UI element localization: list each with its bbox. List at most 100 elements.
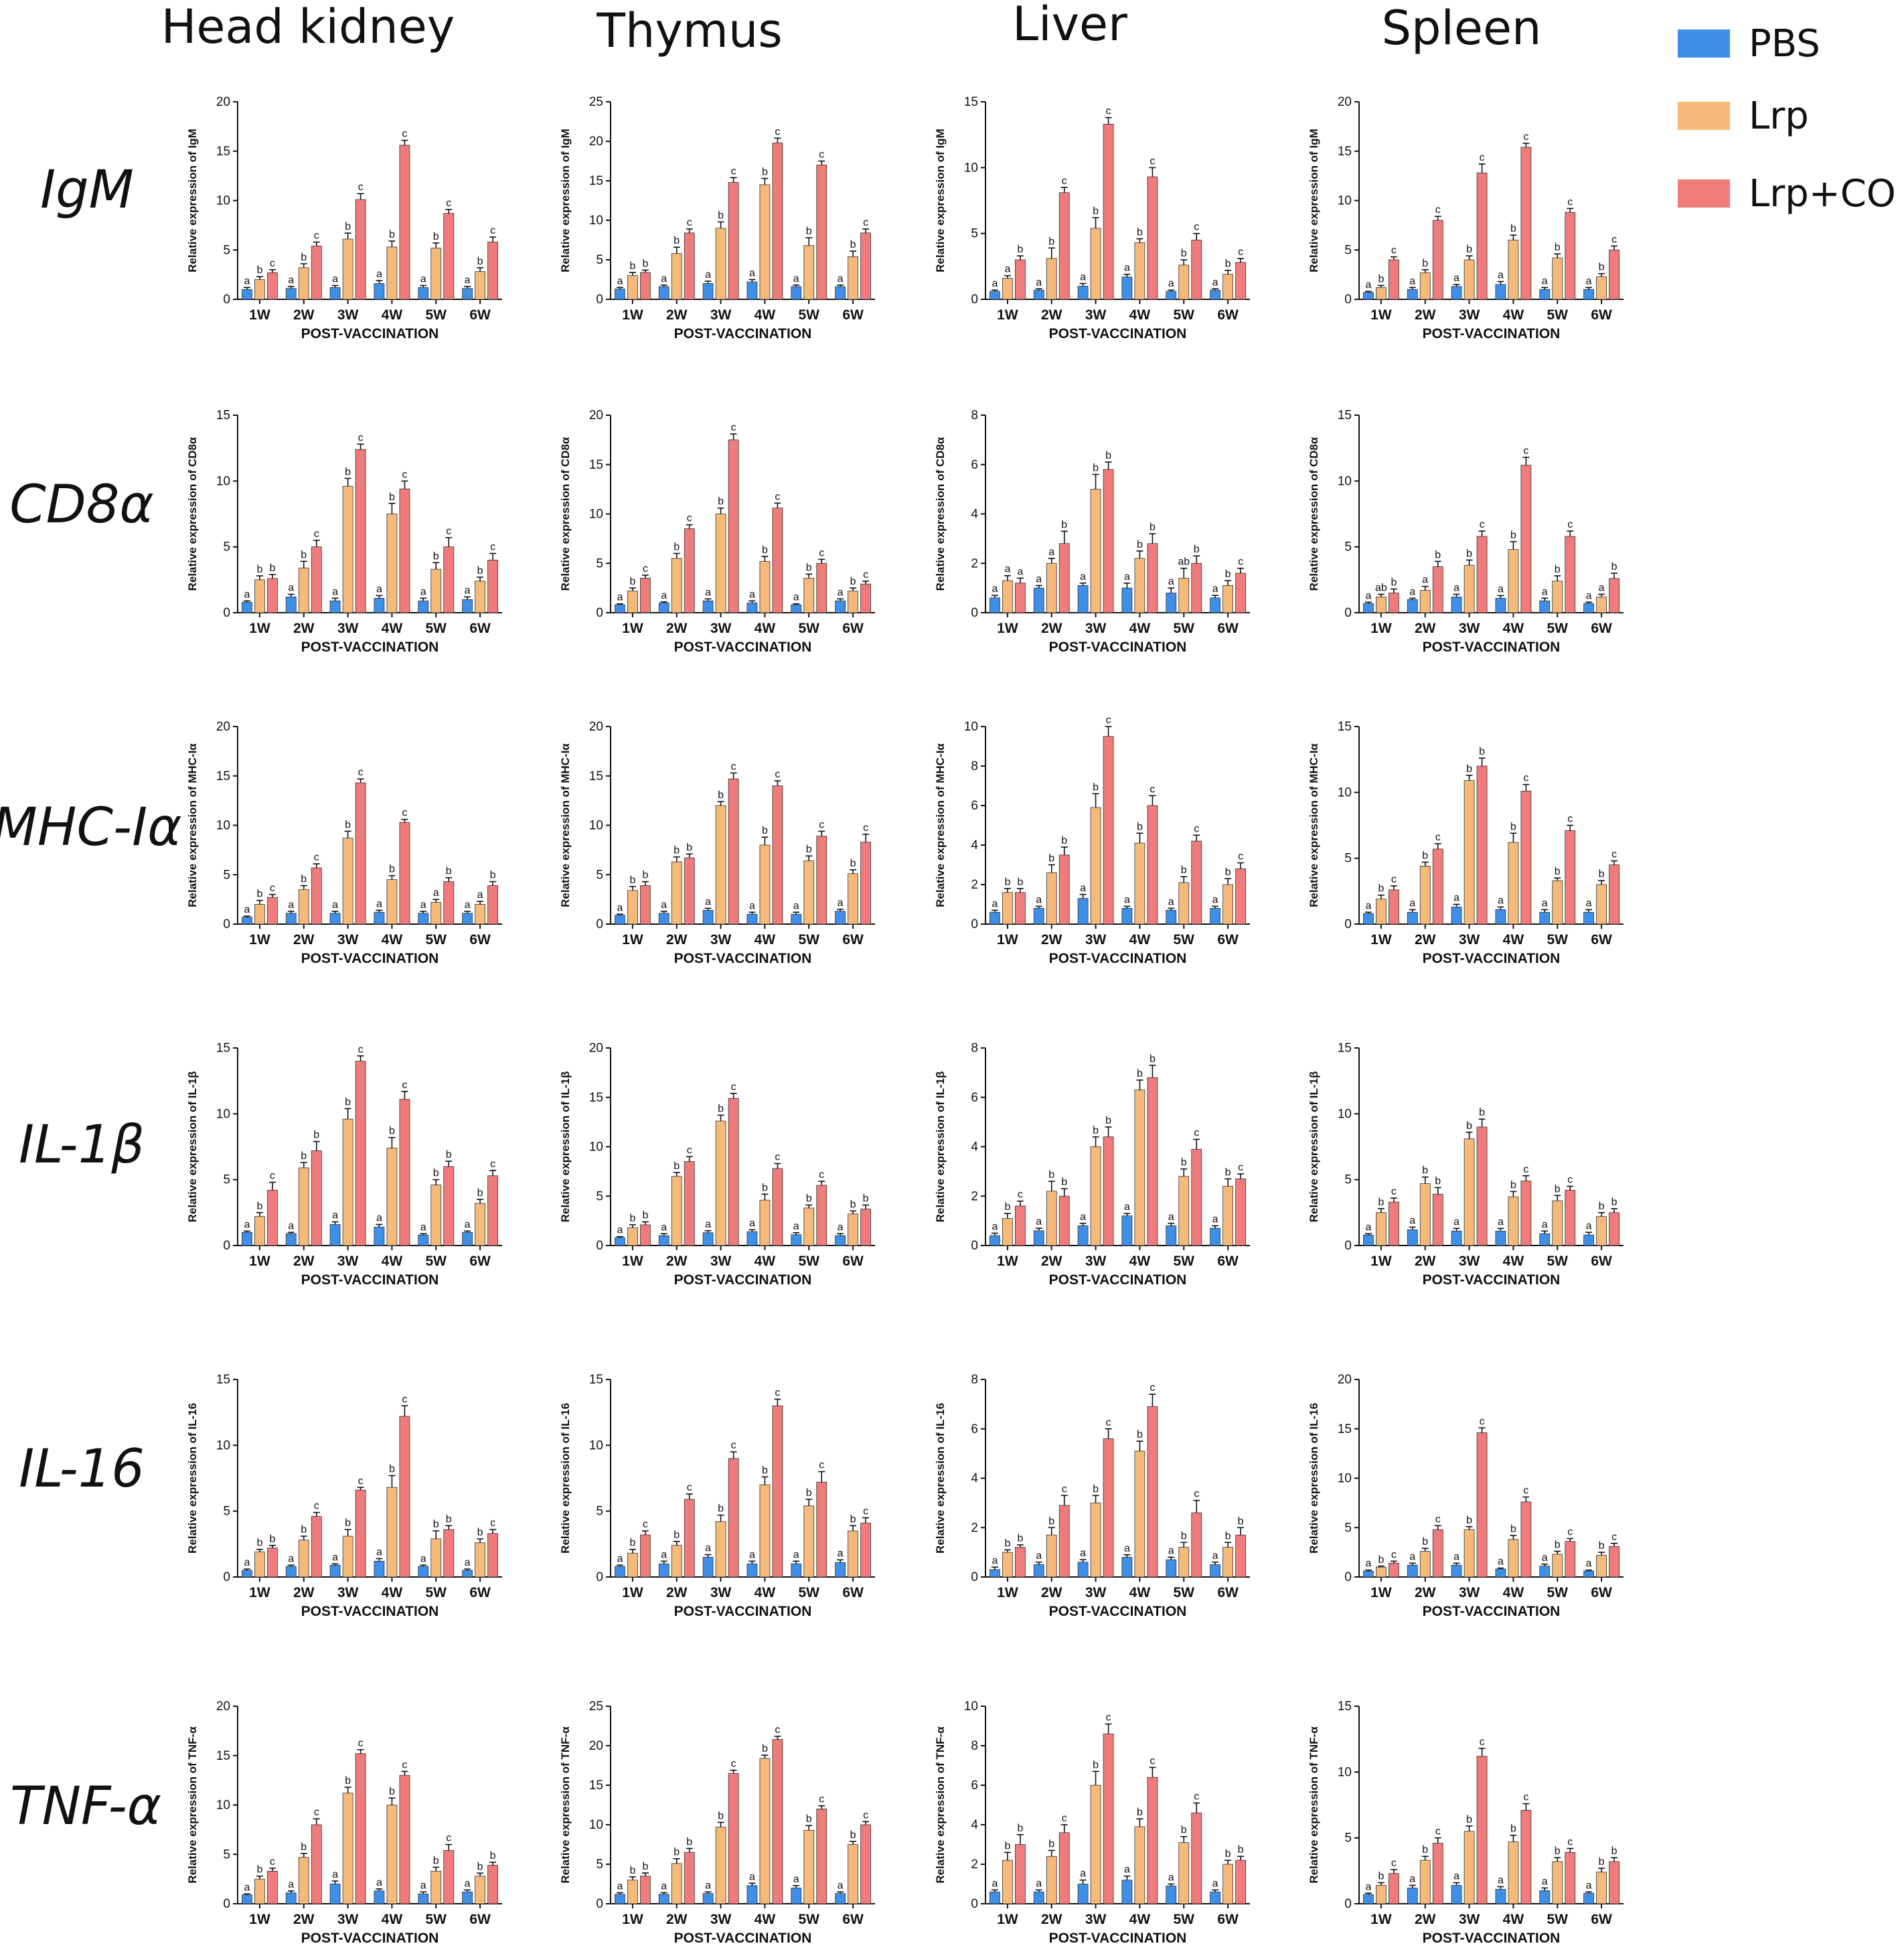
chart-tnf-head-kidney-bar-lrp-cos-2w — [311, 1824, 322, 1904]
chart-mhc-i-head-kidney-sig-label: b — [389, 864, 395, 875]
chart-mhc-i-thymus-sig-label: a — [793, 900, 799, 911]
chart-il-16-head-kidney-sig-label: c — [358, 1475, 364, 1487]
chart-mhc-i-thymus-sig-label: a — [705, 896, 711, 907]
legend-label-pbs: PBS — [1749, 22, 1820, 66]
chart-cd8-liver-sig-label: a — [1168, 576, 1174, 587]
chart-cd8-spleen-sig-label: c — [1480, 519, 1485, 530]
chart-tnf-liver-sig-label: b — [1093, 1759, 1099, 1770]
chart-tnf-spleen-sig-label: b — [1611, 1845, 1617, 1857]
chart-mhc-i-thymus-bar-pbs-5w — [791, 913, 802, 925]
chart-tnf-thymus-xlabel: POST-VACCINATION — [674, 1931, 812, 1946]
chart-il-16-spleen-bar-lrp-1w — [1376, 1566, 1387, 1578]
chart-cd8-head-kidney-bar-lrp-cos-3w — [355, 449, 366, 613]
chart-il-1-spleen-category-label: 3W — [1459, 1254, 1480, 1269]
chart-igm-thymus-sig-label: c — [819, 149, 824, 161]
chart-il-1-spleen-xlabel: POST-VACCINATION — [1423, 1272, 1561, 1288]
chart-tnf-liver-sig-label: c — [1106, 1712, 1111, 1724]
chart-igm-head-kidney-bar-lrp-4w — [386, 246, 398, 300]
chart-il-1-spleen-ytick-label: 5 — [1344, 1173, 1352, 1187]
chart-igm-liver-sig-label: a — [1080, 271, 1086, 283]
chart-il-16-spleen-sig-label: c — [1391, 1549, 1397, 1560]
chart-igm-liver-category-label: 2W — [1041, 307, 1062, 323]
chart-il-1-liver-category-label: 2W — [1041, 1254, 1062, 1269]
chart-cd8-liver-bar-lrp-1w — [1002, 580, 1013, 613]
chart-tnf-head-kidney-sig-label: c — [270, 1856, 275, 1868]
chart-tnf-head-kidney-xlabel: POST-VACCINATION — [301, 1931, 439, 1946]
chart-tnf-liver-bar-lrp-5w — [1178, 1842, 1190, 1904]
chart-cd8-thymus-ylabel: Relative expression of CD8α — [559, 437, 572, 591]
chart-cd8-liver-bar-lrp-cos-2w — [1058, 543, 1070, 613]
chart-il-1-liver-bar-pbs-5w — [1166, 1225, 1177, 1246]
chart-il-1-spleen-sig-label: a — [1498, 1216, 1504, 1227]
chart-il-16-spleen-sig-label: b — [1510, 1523, 1516, 1535]
chart-mhc-i-liver-sig-label: b — [1048, 853, 1054, 864]
chart-il-16-liver-bar-lrp-cos-2w — [1058, 1505, 1070, 1578]
chart-cd8-spleen-category-label: 1W — [1370, 621, 1392, 636]
chart-tnf-thymus-bar-pbs-6w — [835, 1893, 846, 1904]
chart-il-16-head-kidney-category-label: 3W — [337, 1585, 359, 1600]
chart-il-16-spleen-ytick-label: 20 — [1338, 1373, 1352, 1387]
chart-mhc-i-liver-bar-pbs-5w — [1166, 909, 1177, 925]
chart-il-16-liver-bar-lrp-6w — [1222, 1547, 1233, 1578]
chart-mhc-i-thymus-category-label: 4W — [755, 932, 776, 948]
chart-il-1-spleen-sig-label: a — [1409, 1215, 1415, 1226]
chart-igm-spleen: Relative expression of IgM051015201Wabc2… — [1308, 95, 1624, 342]
chart-mhc-i-spleen-sig-label: b — [1466, 763, 1472, 775]
chart-il-16-thymus-bar-pbs-2w — [658, 1563, 669, 1578]
chart-il-16-thymus-category-label: 5W — [799, 1585, 820, 1600]
chart-tnf-liver-bar-pbs-4w — [1121, 1880, 1133, 1904]
chart-igm-liver-category-label: 6W — [1217, 307, 1239, 323]
chart-igm-thymus-sig-label: c — [687, 217, 692, 228]
chart-tnf-liver-xlabel: POST-VACCINATION — [1049, 1931, 1187, 1946]
chart-mhc-i-spleen-sig-label: c — [1567, 814, 1573, 825]
chart-il-1-head-kidney-bar-pbs-3w — [329, 1224, 341, 1246]
chart-cd8-spleen-sig-label: a — [1409, 586, 1415, 597]
chart-mhc-i-thymus-bar-lrp-cos-1w — [640, 885, 651, 925]
chart-il-16-liver-bar-pbs-5w — [1166, 1559, 1177, 1578]
chart-cd8-head-kidney-bar-pbs-2w — [285, 597, 297, 613]
chart-igm-head-kidney-bar-pbs-6w — [462, 288, 473, 300]
chart-il-16-head-kidney-bar-lrp-cos-5w — [443, 1529, 455, 1578]
chart-igm-liver-bar-pbs-5w — [1166, 291, 1177, 300]
chart-cd8-thymus-sig-label: c — [863, 569, 868, 581]
chart-il-16-head-kidney-sig-label: b — [433, 1519, 439, 1530]
chart-cd8-head-kidney-sig-label: c — [358, 432, 364, 443]
chart-tnf-thymus-sig-label: b — [806, 1813, 812, 1825]
chart-il-1-spleen-sig-label: b — [1466, 1120, 1472, 1132]
chart-il-1-head-kidney-bar-lrp-cos-5w — [443, 1166, 455, 1246]
chart-tnf-thymus-bar-lrp-cos-3w — [728, 1773, 739, 1904]
chart-cd8-liver-sig-label: b — [1194, 544, 1200, 555]
chart-tnf-head-kidney-ytick-label: 5 — [223, 1848, 230, 1862]
column-title-thymus: Thymus — [596, 3, 783, 58]
chart-il-16-liver-sig-label: b — [1048, 1515, 1054, 1527]
chart-tnf-thymus-sig-label: c — [819, 1794, 824, 1805]
chart-cd8-thymus-bar-lrp-5w — [803, 577, 815, 613]
chart-tnf-spleen-category-label: 5W — [1547, 1912, 1569, 1927]
chart-il-1-thymus-category-label: 6W — [842, 1254, 864, 1269]
chart-igm-head-kidney-bar-pbs-2w — [285, 288, 297, 300]
chart-il-1-spleen-sig-label: b — [1555, 1183, 1561, 1195]
chart-il-1-thymus-ytick-label: 10 — [589, 1140, 603, 1154]
chart-il-1-thymus-category-label: 4W — [755, 1254, 776, 1269]
chart-igm-spleen-bar-lrp-cos-6w — [1609, 249, 1619, 300]
chart-cd8-thymus-sig-label: a — [838, 587, 844, 598]
chart-mhc-i-spleen-bar-pbs-6w — [1583, 911, 1594, 925]
chart-mhc-i-thymus-xlabel: POST-VACCINATION — [674, 951, 812, 966]
chart-il-16-spleen-bar-lrp-5w — [1552, 1554, 1563, 1578]
chart-tnf-thymus-bar-lrp-6w — [848, 1844, 858, 1904]
chart-il-16-thymus-sig-label: b — [629, 1537, 635, 1549]
chart-mhc-i-liver-bar-pbs-4w — [1121, 908, 1133, 925]
chart-il-16-liver-ytick-label: 4 — [971, 1472, 978, 1486]
chart-tnf-spleen-sig-label: b — [1510, 1823, 1516, 1835]
chart-cd8-head-kidney-bar-lrp-1w — [254, 579, 265, 613]
chart-tnf-thymus-sig-label: b — [629, 1865, 635, 1876]
chart-mhc-i-thymus-bar-pbs-3w — [702, 909, 714, 925]
chart-igm-thymus-sig-label: b — [850, 239, 856, 250]
chart-igm-spleen-sig-label: c — [1391, 245, 1397, 256]
chart-il-1-thymus-sig-label: a — [617, 1225, 623, 1236]
chart-mhc-i-head-kidney-ytick-label: 10 — [216, 819, 230, 833]
chart-il-16-head-kidney-bar-pbs-5w — [418, 1566, 429, 1578]
chart-igm-liver-ytick-label: 15 — [964, 95, 978, 109]
chart-igm-thymus-bar-lrp-2w — [671, 253, 682, 300]
chart-cd8-spleen-bar-pbs-4w — [1495, 597, 1506, 613]
